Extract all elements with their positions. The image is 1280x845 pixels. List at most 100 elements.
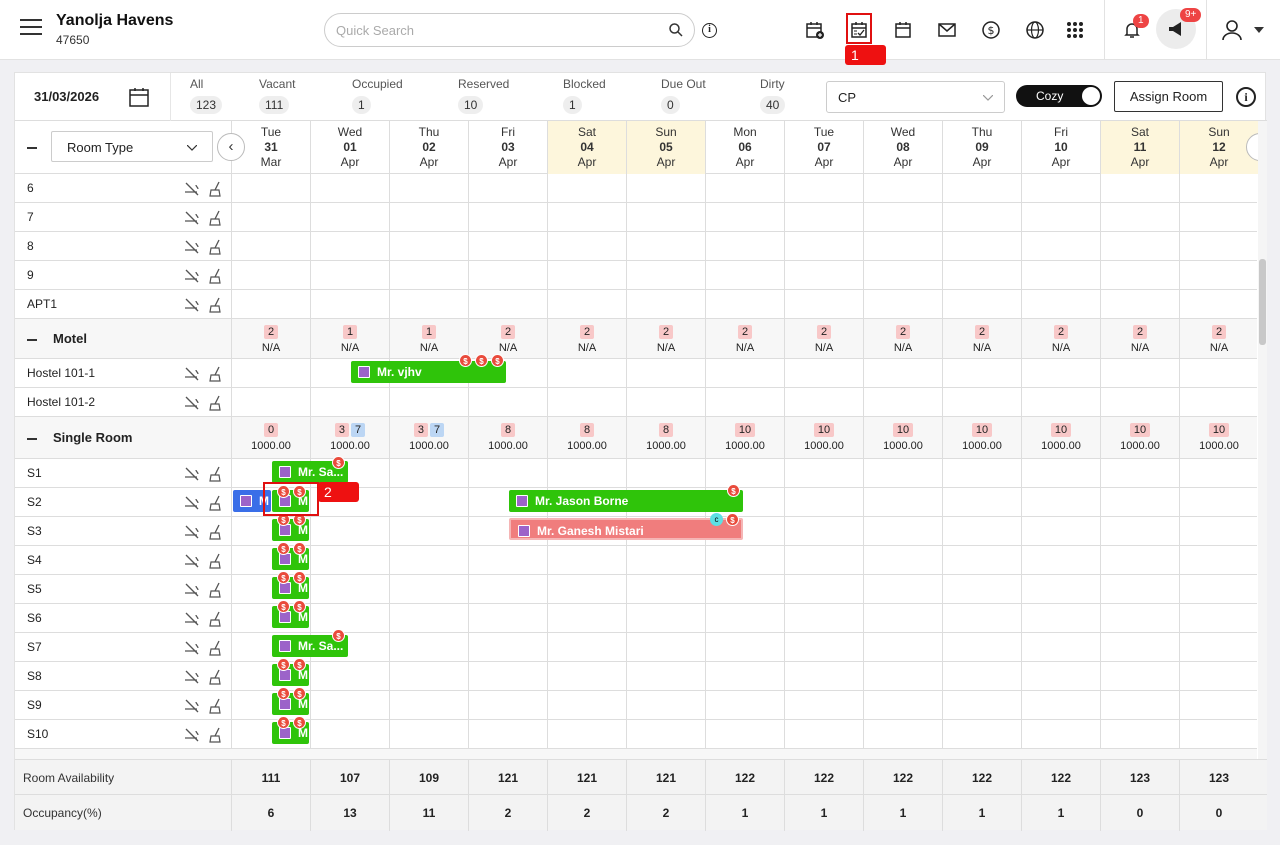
grid-cell[interactable] bbox=[863, 575, 942, 604]
grid-cell[interactable] bbox=[784, 261, 863, 290]
grid-cell[interactable] bbox=[863, 359, 942, 388]
grid-cell[interactable] bbox=[468, 604, 547, 633]
grid-cell[interactable] bbox=[310, 290, 389, 319]
grid-cell[interactable] bbox=[389, 174, 468, 203]
grid-cell[interactable] bbox=[1100, 662, 1179, 691]
grid-cell[interactable] bbox=[1021, 720, 1100, 749]
grid-cell[interactable] bbox=[705, 691, 784, 720]
grid-cell[interactable] bbox=[626, 359, 705, 388]
grid-cell[interactable] bbox=[705, 174, 784, 203]
grid-cell[interactable] bbox=[784, 720, 863, 749]
grid-cell[interactable] bbox=[231, 203, 310, 232]
grid-cell[interactable] bbox=[784, 232, 863, 261]
grid-cell[interactable] bbox=[231, 174, 310, 203]
grid-cell[interactable] bbox=[389, 261, 468, 290]
info-icon[interactable]: i bbox=[702, 23, 717, 38]
grid-cell[interactable] bbox=[705, 203, 784, 232]
grid-cell[interactable] bbox=[310, 203, 389, 232]
grid-cell[interactable] bbox=[942, 546, 1021, 575]
grid-cell[interactable] bbox=[626, 546, 705, 575]
housekeeping-broom-icon[interactable] bbox=[207, 210, 223, 226]
user-profile-icon[interactable] bbox=[1220, 18, 1244, 42]
grid-cell[interactable] bbox=[942, 662, 1021, 691]
grid-cell[interactable] bbox=[1179, 662, 1258, 691]
grid-cell[interactable] bbox=[1100, 388, 1179, 417]
stay-view-calendar-icon[interactable] bbox=[847, 18, 871, 42]
grid-cell[interactable] bbox=[389, 232, 468, 261]
grid-cell[interactable] bbox=[1179, 232, 1258, 261]
grid-cell[interactable] bbox=[389, 517, 468, 546]
grid-cell[interactable] bbox=[784, 633, 863, 662]
grid-cell[interactable] bbox=[231, 488, 310, 517]
grid-cell[interactable] bbox=[310, 261, 389, 290]
grid-cell[interactable] bbox=[1021, 488, 1100, 517]
grid-cell[interactable] bbox=[863, 290, 942, 319]
grid-cell[interactable] bbox=[626, 662, 705, 691]
grid-cell[interactable] bbox=[1100, 604, 1179, 633]
grid-cell[interactable] bbox=[310, 662, 389, 691]
grid-cell[interactable] bbox=[942, 691, 1021, 720]
grid-cell[interactable] bbox=[1021, 232, 1100, 261]
room-name[interactable]: S7 bbox=[27, 639, 42, 654]
grid-cell[interactable] bbox=[547, 459, 626, 488]
grid-cell[interactable] bbox=[942, 604, 1021, 633]
selected-date[interactable]: 31/03/2026 bbox=[34, 89, 100, 104]
housekeeping-broom-icon[interactable] bbox=[207, 495, 223, 511]
grid-cell[interactable] bbox=[784, 691, 863, 720]
grid-cell[interactable] bbox=[705, 633, 784, 662]
stat-due-out[interactable]: Due Out 0 bbox=[661, 77, 706, 114]
grid-cell[interactable] bbox=[626, 459, 705, 488]
grid-cell[interactable] bbox=[942, 720, 1021, 749]
grid-cell[interactable] bbox=[1100, 575, 1179, 604]
grid-cell[interactable] bbox=[1100, 359, 1179, 388]
grid-cell[interactable] bbox=[547, 388, 626, 417]
grid-cell[interactable] bbox=[468, 488, 547, 517]
housekeeping-broom-icon[interactable] bbox=[207, 239, 223, 255]
grid-cell[interactable] bbox=[1179, 720, 1258, 749]
grid-cell[interactable] bbox=[1100, 488, 1179, 517]
grid-cell[interactable] bbox=[1021, 517, 1100, 546]
plan-select[interactable]: CP bbox=[826, 81, 1005, 113]
grid-cell[interactable] bbox=[1179, 174, 1258, 203]
room-name[interactable]: S5 bbox=[27, 581, 42, 596]
grid-cell[interactable] bbox=[942, 232, 1021, 261]
collapse-group-icon[interactable] bbox=[27, 438, 37, 440]
grid-cell[interactable] bbox=[389, 575, 468, 604]
grid-cell[interactable] bbox=[310, 174, 389, 203]
grid-cell[interactable] bbox=[310, 720, 389, 749]
grid-cell[interactable] bbox=[468, 459, 547, 488]
grid-cell[interactable] bbox=[863, 488, 942, 517]
room-name[interactable]: 6 bbox=[27, 180, 34, 195]
grid-cell[interactable] bbox=[310, 232, 389, 261]
grid-cell[interactable] bbox=[705, 720, 784, 749]
grid-cell[interactable] bbox=[784, 459, 863, 488]
grid-cell[interactable] bbox=[705, 232, 784, 261]
dollar-icon[interactable]: $ bbox=[979, 18, 1003, 42]
grid-cell[interactable] bbox=[784, 488, 863, 517]
grid-cell[interactable] bbox=[1100, 232, 1179, 261]
stat-blocked[interactable]: Blocked 1 bbox=[563, 77, 606, 114]
search-icon[interactable] bbox=[668, 22, 684, 38]
collapse-all-icon[interactable] bbox=[27, 147, 37, 149]
apps-grid-icon[interactable] bbox=[1063, 18, 1087, 42]
booking-s1[interactable]: Mr. Sa... bbox=[272, 461, 348, 483]
booking-jason-borne[interactable]: Mr. Jason Borne bbox=[509, 490, 743, 512]
grid-cell[interactable] bbox=[863, 691, 942, 720]
grid-cell[interactable] bbox=[1179, 203, 1258, 232]
globe-icon[interactable] bbox=[1023, 18, 1047, 42]
booking-s7[interactable]: Mr. Sa... bbox=[272, 635, 348, 657]
grid-cell[interactable] bbox=[1179, 546, 1258, 575]
grid-cell[interactable] bbox=[1021, 604, 1100, 633]
grid-cell[interactable] bbox=[389, 604, 468, 633]
grid-cell[interactable] bbox=[231, 459, 310, 488]
grid-cell[interactable] bbox=[705, 459, 784, 488]
grid-cell[interactable] bbox=[547, 232, 626, 261]
room-name[interactable]: 7 bbox=[27, 209, 34, 224]
grid-cell[interactable] bbox=[389, 459, 468, 488]
grid-cell[interactable] bbox=[1179, 359, 1258, 388]
stat-occupied[interactable]: Occupied 1 bbox=[352, 77, 403, 114]
grid-cell[interactable] bbox=[468, 517, 547, 546]
grid-cell[interactable] bbox=[942, 359, 1021, 388]
grid-cell[interactable] bbox=[468, 261, 547, 290]
grid-cell[interactable] bbox=[1179, 604, 1258, 633]
